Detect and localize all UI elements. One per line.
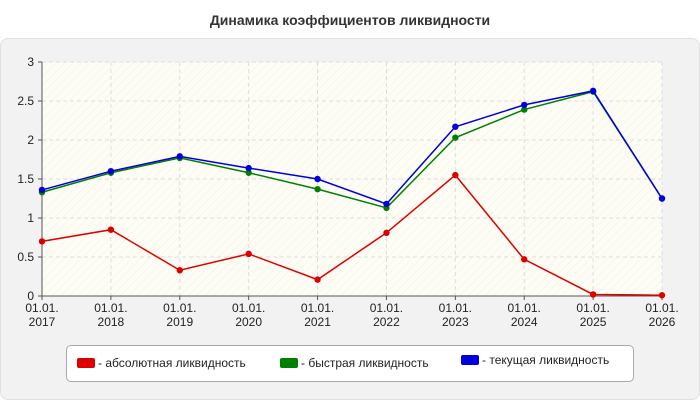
series-1-point[interactable] — [452, 134, 459, 141]
series-2-point[interactable] — [521, 101, 528, 109]
x-tick-label: 01.01. 2022 — [370, 301, 403, 329]
series-2-point[interactable] — [107, 168, 115, 175]
y-tick-label: 1 — [27, 211, 34, 225]
series-1-point[interactable] — [245, 169, 252, 176]
y-tick-label: 1.5 — [17, 172, 34, 186]
series-2-point[interactable] — [245, 164, 252, 172]
series-0-point[interactable] — [176, 267, 183, 274]
series-0-point[interactable] — [383, 229, 390, 237]
y-tick-labels: 0 0.5 1 1.5 2 2.5 3 — [17, 55, 34, 303]
series-line-0 — [41, 174, 663, 296]
axes — [38, 61, 663, 300]
series-2-point[interactable] — [38, 186, 46, 194]
x-tick-label: 01.01. 2020 — [232, 301, 265, 329]
x-tick-label: 01.01. 2023 — [439, 301, 472, 329]
y-tick-label: 0.5 — [17, 250, 34, 264]
series-2-point[interactable] — [658, 195, 666, 202]
y-tick-label: 2.5 — [17, 94, 34, 108]
series-1-point[interactable] — [521, 106, 528, 113]
legend-item-current[interactable]: - текущая ликвидность — [461, 352, 609, 368]
legend-label-absolute: - абсолютная ликвидность — [98, 356, 246, 370]
legend-swatch-current — [461, 355, 479, 365]
legend-label-quick: - быстрая ликвидность — [301, 356, 429, 370]
legend-swatch-absolute — [77, 358, 95, 368]
series-0-point[interactable] — [658, 292, 666, 299]
series-2-point[interactable] — [314, 175, 321, 183]
series-0-point[interactable] — [38, 238, 46, 245]
x-tick-labels: 01.01. 2017 01.01. 2018 01.01. 2019 01.01. 2020… — [25, 301, 678, 329]
y-tick-label: 3 — [27, 55, 34, 69]
series-0-point[interactable] — [314, 276, 321, 283]
y-tick-label: 2 — [27, 133, 34, 147]
x-tick-label: 01.01. 2024 — [508, 301, 541, 329]
series-line-2 — [41, 90, 663, 205]
x-tick-label: 01.01. 2018 — [94, 301, 127, 329]
x-tick-label: 01.01. 2019 — [163, 301, 196, 329]
x-tick-label: 01.01. 2025 — [576, 301, 609, 329]
y-tick-label: 0 — [27, 289, 34, 303]
legend-item-absolute[interactable]: - абсолютная ликвидность — [77, 355, 246, 371]
x-tick-label: 01.01. 2021 — [301, 301, 334, 329]
series-0-point[interactable] — [521, 256, 528, 263]
series-1-point[interactable] — [314, 185, 321, 193]
legend-label-current: - текущая ликвидность — [482, 353, 610, 367]
x-tick-label: 01.01. 2026 — [645, 301, 678, 329]
series-2-point[interactable] — [176, 153, 183, 160]
series-group — [38, 87, 666, 299]
series-2-point[interactable] — [383, 200, 390, 208]
series-0-point[interactable] — [107, 226, 115, 233]
series-line-1 — [41, 90, 663, 209]
x-tick-label: 01.01. 2017 — [25, 301, 58, 329]
series-2-point[interactable] — [589, 87, 597, 95]
series-0-point[interactable] — [452, 171, 459, 179]
legend-item-quick[interactable]: - быстрая ликвидность — [280, 355, 429, 371]
series-0-point[interactable] — [245, 250, 252, 258]
legend: - абсолютная ликвидность - быстрая ликви… — [66, 345, 634, 382]
legend-swatch-quick — [280, 358, 298, 368]
series-2-point[interactable] — [452, 123, 459, 130]
series-0-point[interactable] — [589, 291, 597, 298]
chart-title: Динамика коэффициентов ликвидности — [209, 12, 491, 28]
